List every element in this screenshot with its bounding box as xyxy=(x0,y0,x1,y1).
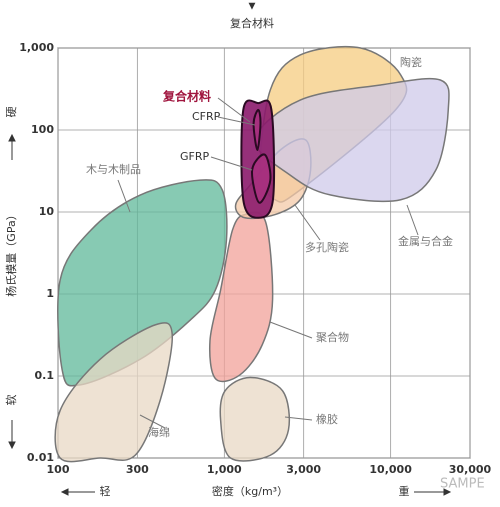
chart-title: 复合材料 xyxy=(230,16,274,30)
region-label: 聚合物 xyxy=(316,330,349,344)
axis-arrows xyxy=(8,133,16,450)
material-region xyxy=(251,153,272,204)
y-tick-label: 1 xyxy=(46,287,54,300)
region-label: CFRP xyxy=(192,110,221,123)
y-tick-label: 100 xyxy=(31,123,54,136)
region-label: 木与木制品 xyxy=(86,163,141,176)
y-low-label: 软 xyxy=(4,395,18,406)
x-tick-label: 300 xyxy=(126,463,149,476)
x-low-label: 轻 xyxy=(100,484,111,498)
x-tick-label: 100 xyxy=(47,463,70,476)
x-tick-label: 30,000 xyxy=(449,463,492,476)
axis-arrows xyxy=(60,488,452,496)
region-label: GFRP xyxy=(180,150,209,163)
y-tick-label: 10 xyxy=(39,205,55,218)
y-tick-label: 1,000 xyxy=(19,41,54,54)
material-region xyxy=(219,376,291,462)
material-region xyxy=(252,108,262,152)
watermark: SAMPE xyxy=(440,477,485,492)
x-high-label: 重 xyxy=(399,484,410,498)
region-label: 海绵 xyxy=(148,425,170,439)
x-tick-label: 10,000 xyxy=(369,463,412,476)
region-label: 复合材料 xyxy=(162,89,211,104)
x-axis-label: 密度（kg/m³） xyxy=(212,484,288,498)
x-tick-label: 1,000 xyxy=(207,463,242,476)
arrow-mark: ▼ xyxy=(249,2,256,12)
y-tick-label: 0.1 xyxy=(35,369,55,382)
material-region xyxy=(254,77,450,203)
y-tick-label: 0.01 xyxy=(27,451,54,464)
material-region xyxy=(54,322,173,463)
material-region xyxy=(57,179,228,387)
y-axis-label: 杨氏模量（GPa） xyxy=(4,209,18,296)
region-label: 橡胶 xyxy=(316,412,338,426)
region-label: 金属与合金 xyxy=(398,234,453,248)
plot-area: 100 300 1,000 3,000 10,000 30,000 1,000 100 10 1 0… xyxy=(19,41,491,476)
region-label: 陶瓷 xyxy=(400,55,422,69)
leader-lines xyxy=(117,97,419,429)
y-high-label: 硬 xyxy=(5,107,18,118)
region-label: 多孔陶瓷 xyxy=(305,240,349,254)
x-tick-label: 3,000 xyxy=(286,463,321,476)
